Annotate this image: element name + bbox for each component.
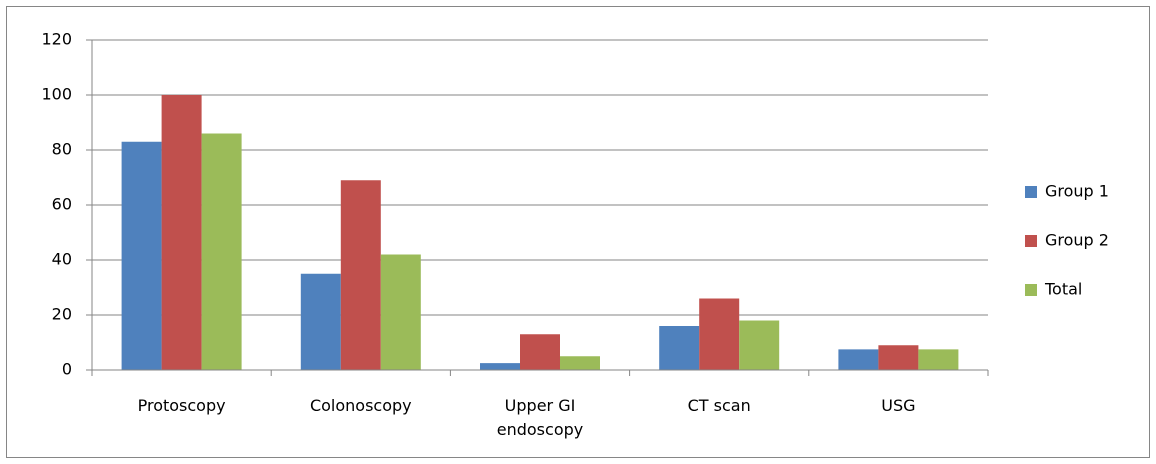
legend-swatch bbox=[1025, 235, 1037, 247]
bar bbox=[300, 273, 341, 370]
y-tick-label: 20 bbox=[52, 305, 72, 324]
bar bbox=[480, 363, 520, 370]
legend-label: Group 2 bbox=[1045, 231, 1109, 250]
bar bbox=[878, 345, 919, 370]
y-tick-label: 100 bbox=[41, 85, 72, 104]
y-tick-label: 80 bbox=[52, 140, 72, 159]
bar bbox=[121, 141, 162, 370]
bar bbox=[340, 180, 381, 370]
bar bbox=[659, 326, 700, 370]
bar bbox=[520, 334, 560, 370]
y-tick-label: 0 bbox=[62, 360, 72, 379]
x-tick-label: Protoscopy bbox=[137, 396, 226, 415]
bar bbox=[201, 133, 242, 370]
bar bbox=[838, 349, 879, 370]
bar bbox=[739, 320, 780, 370]
y-tick-label: 60 bbox=[52, 195, 72, 214]
x-tick-label: USG bbox=[881, 396, 916, 415]
legend-swatch bbox=[1025, 186, 1037, 198]
bar bbox=[161, 95, 202, 370]
bar bbox=[380, 254, 421, 370]
x-tick-label: Upper GI endoscopy bbox=[496, 396, 584, 439]
y-tick-label: 40 bbox=[52, 250, 72, 269]
y-tick-label: 120 bbox=[41, 30, 72, 49]
x-tick-label: CT scan bbox=[687, 396, 751, 415]
x-tick-label: Colonoscopy bbox=[309, 396, 412, 415]
bar bbox=[560, 356, 600, 370]
legend-swatch bbox=[1025, 284, 1037, 296]
bar bbox=[918, 349, 959, 370]
legend-label: Group 1 bbox=[1045, 182, 1109, 201]
bar bbox=[699, 298, 740, 370]
legend-label: Total bbox=[1044, 280, 1082, 299]
